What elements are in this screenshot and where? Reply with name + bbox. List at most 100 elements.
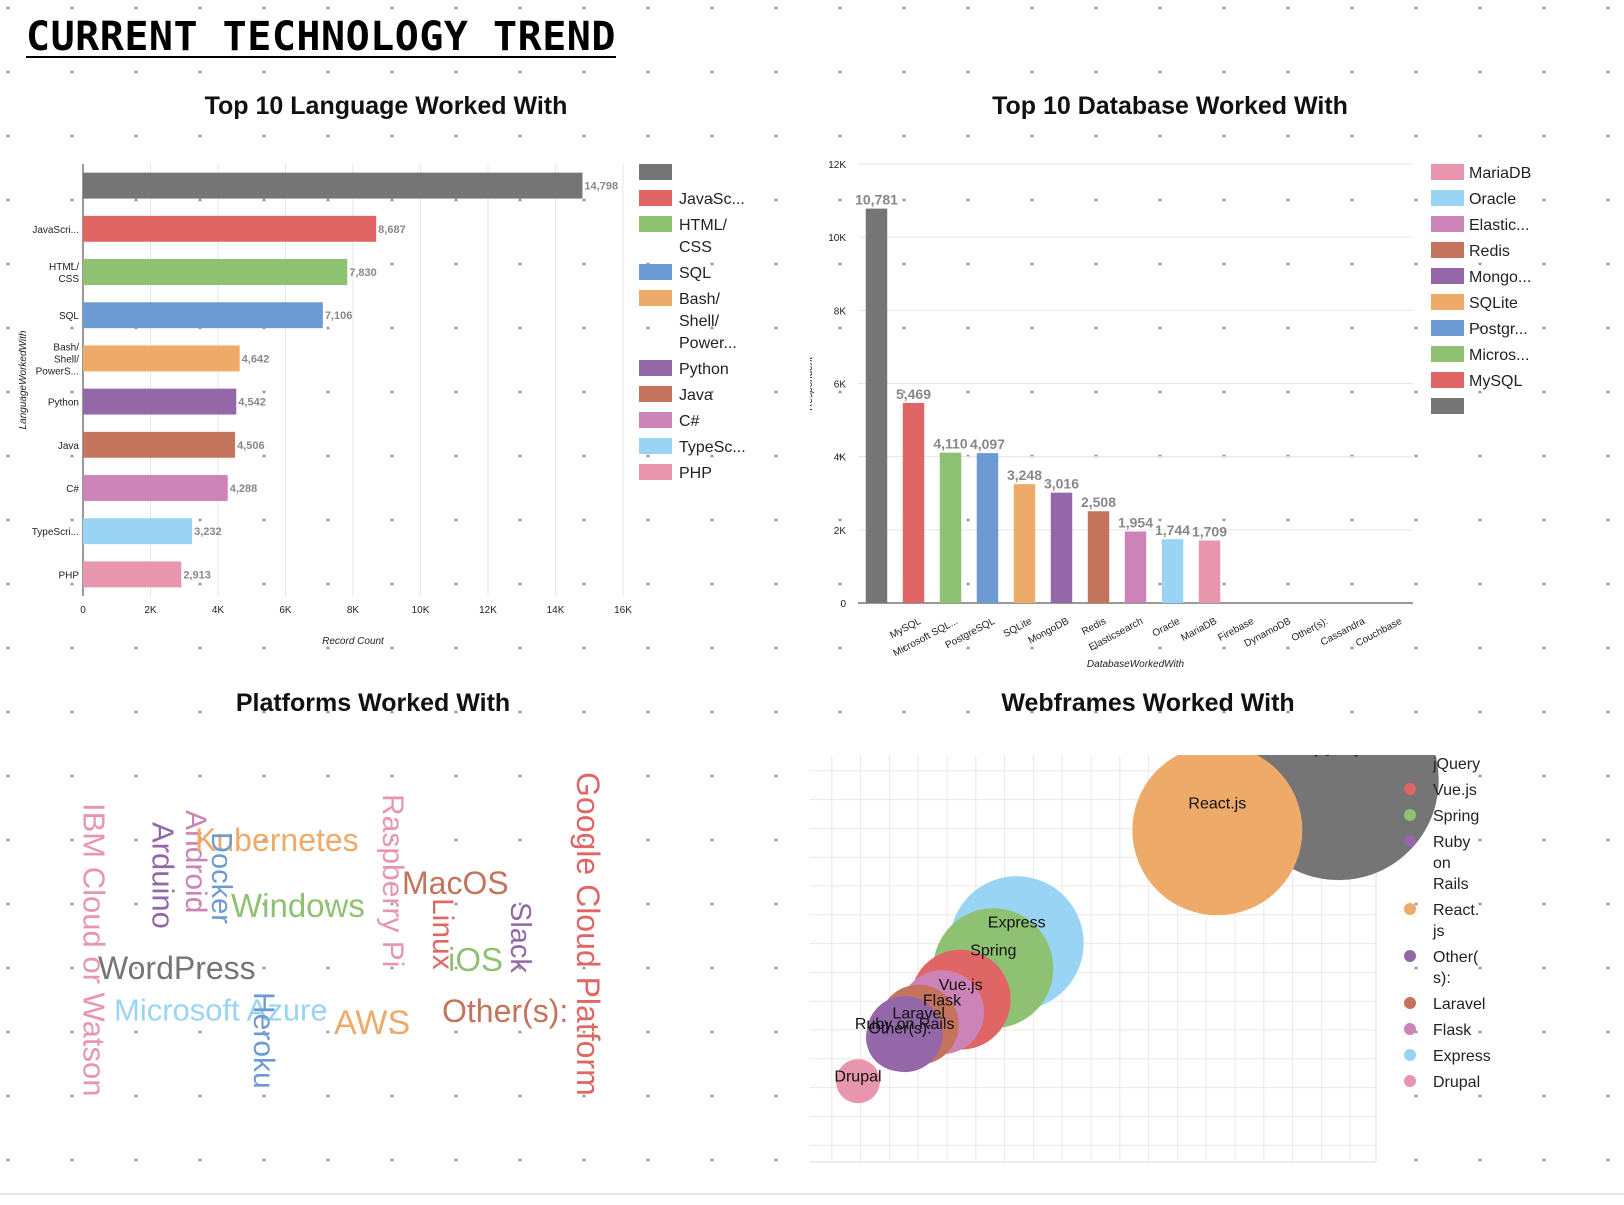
language-bar	[83, 215, 377, 242]
bar-value-label: 2,508	[1081, 494, 1116, 510]
webframes-chart-title: Webframes Worked With	[1001, 689, 1295, 717]
word-cloud-word: Windows	[231, 887, 365, 924]
y-tick-label: C#	[66, 484, 79, 495]
dashboard-title: CURRENT TECHNOLOGY TREND	[26, 14, 616, 60]
database-bar	[902, 402, 925, 603]
legend-swatch	[1431, 164, 1464, 180]
legend-swatch	[1431, 320, 1464, 336]
word-cloud-word: Other(s):	[442, 993, 568, 1029]
legend-swatch	[1431, 398, 1464, 414]
bar-value-label: 14,798	[584, 181, 618, 193]
x-tick-label: 14K	[547, 605, 565, 616]
legend-swatch	[639, 290, 672, 306]
language-bar	[83, 431, 236, 458]
database-bar	[1087, 511, 1110, 603]
database-bar	[1050, 492, 1073, 603]
legend-label: MariaDB	[1469, 165, 1531, 182]
x-tick-label: 12K	[479, 605, 497, 616]
legend-label: HTML/CSS	[679, 217, 728, 256]
word-cloud-word: IBM Cloud or Watson	[77, 803, 112, 1096]
legend-swatch	[1431, 216, 1464, 232]
x-tick-label: 6K	[279, 605, 292, 616]
x-tick-label: 8K	[347, 605, 360, 616]
bubble-label: Laravel	[892, 1006, 944, 1023]
legend-label: Java	[679, 387, 713, 404]
language-bar	[83, 475, 228, 501]
legend-swatch	[639, 264, 672, 280]
y-tick-label: 10K	[828, 233, 846, 244]
legend-swatch	[1431, 268, 1464, 284]
bubble-label: Express	[988, 915, 1046, 932]
legend-label: MySQL	[1469, 373, 1522, 390]
bar-value-label: 1,954	[1118, 515, 1153, 531]
y-tick-label: TypeScri...	[32, 527, 79, 538]
y-tick-label: PHP	[58, 570, 79, 581]
legend-label: Python	[679, 361, 729, 378]
word-cloud-word: Slack	[504, 902, 536, 973]
database-bar	[1161, 539, 1184, 603]
webframes-bubble-chart: jQueryReact.jsExpressSpringVue.jsFlaskLa…	[810, 755, 1491, 1163]
bubble-label: Vue.js	[939, 977, 983, 994]
legend-swatch	[1431, 294, 1464, 310]
x-tick-label: 16K	[614, 605, 632, 616]
word-cloud-word: iOS	[448, 941, 503, 978]
bar-value-label: 4,110	[933, 436, 967, 452]
legend-marker	[1404, 950, 1416, 962]
language-bar	[83, 388, 237, 415]
database-bar	[865, 208, 888, 603]
y-tick-label: 4K	[834, 453, 847, 464]
bubble-group: jQuery React.js Express Spring Vue.jsFlaskLa…	[834, 755, 1439, 1104]
legend-label: Ruby on Rails	[1433, 834, 1470, 893]
x-tick-label: MongoDB	[1026, 616, 1071, 647]
language-bar	[83, 259, 348, 285]
language-bar	[83, 172, 583, 199]
bar-value-label: 5,469	[896, 386, 931, 402]
y-tick-label: HTML/CSS	[49, 262, 79, 285]
database-bar	[1124, 531, 1147, 603]
legend-swatch	[1431, 190, 1464, 206]
database-bar	[976, 453, 999, 603]
x-tick-label: 2K	[144, 605, 157, 616]
bubble	[1132, 755, 1303, 916]
legend-swatch	[1431, 372, 1464, 388]
legend-label: Bash/Shell/Power...	[679, 291, 737, 352]
legend-label: Laravel	[1433, 996, 1485, 1013]
y-tick-label: Python	[48, 398, 79, 409]
language-bar-chart: 0 2K 4K 6K 8K 10K 12K 14K 16K 14,798 8,687 JavaScri…	[18, 164, 746, 647]
legend-label: Elastic...	[1469, 217, 1529, 234]
bubble-label: Spring	[970, 942, 1016, 959]
word-cloud-word: Microsoft Azure	[114, 992, 328, 1027]
legend-label: Oracle	[1469, 191, 1516, 208]
legend-marker	[1404, 835, 1416, 847]
bar-value-label: 8,687	[378, 224, 406, 236]
legend-label: JavaSc...	[679, 191, 745, 208]
database-chart-title: Top 10 Database Worked With	[992, 92, 1348, 120]
legend-swatch	[639, 386, 672, 402]
legend-label: Mongo...	[1469, 269, 1531, 286]
bubble-label: jQuery	[1314, 755, 1362, 757]
legend-marker	[1404, 1049, 1416, 1061]
bubble-label: Ruby on Rails	[855, 1016, 955, 1033]
legend-swatch	[1431, 346, 1464, 362]
y-tick-label: 0	[840, 599, 846, 610]
bubble-label: Other(s):	[868, 1020, 931, 1037]
bar-value-label: 4,642	[242, 353, 270, 365]
y-axis-title: LanguageWorkedWith	[18, 330, 29, 429]
legend-swatch	[639, 216, 672, 232]
word-cloud-word: Linux	[426, 898, 459, 970]
x-tick-label: 0	[80, 605, 86, 616]
bar-value-label: 3,016	[1044, 476, 1079, 492]
legend-label: Flask	[1433, 1022, 1472, 1039]
bubble-label: Flask	[923, 992, 962, 1009]
legend-label: PHP	[679, 465, 712, 482]
platforms-word-cloud: IBM Cloud or Watson ArduinoAndroidKuberne…	[77, 772, 606, 1096]
legend-label: Postgr...	[1469, 321, 1528, 338]
legend-label: Micros...	[1469, 347, 1529, 364]
y-tick-label: Bash/Shell/PowerS...	[36, 342, 80, 377]
legend-label: jQuery	[1432, 756, 1480, 773]
y-tick-label: 2K	[834, 526, 847, 537]
legend-marker	[1404, 997, 1416, 1009]
x-tick-label: Oracle	[1151, 616, 1183, 640]
database-bar	[939, 452, 962, 603]
bar-value-label: 10,781	[855, 192, 898, 208]
